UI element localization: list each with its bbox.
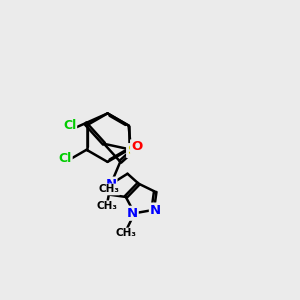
Text: CH₃: CH₃ — [115, 229, 136, 238]
Text: S: S — [127, 144, 136, 157]
Text: Cl: Cl — [63, 119, 76, 132]
Text: Cl: Cl — [58, 152, 72, 165]
Text: N: N — [127, 207, 138, 220]
Text: CH₃: CH₃ — [98, 184, 119, 194]
Text: N: N — [105, 178, 116, 190]
Text: CH₃: CH₃ — [97, 201, 118, 211]
Text: N: N — [150, 204, 161, 217]
Text: O: O — [131, 140, 142, 153]
